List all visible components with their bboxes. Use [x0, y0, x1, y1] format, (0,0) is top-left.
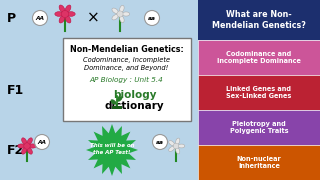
- Text: dictionary: dictionary: [105, 101, 164, 111]
- Bar: [111, 106, 122, 109]
- Ellipse shape: [22, 147, 27, 154]
- Ellipse shape: [110, 99, 116, 105]
- Bar: [198, 75, 320, 110]
- Circle shape: [173, 143, 179, 149]
- Text: AA: AA: [36, 15, 44, 21]
- Polygon shape: [86, 124, 138, 176]
- Text: P: P: [7, 12, 16, 24]
- Text: Non-nuclear
Inheritance: Non-nuclear Inheritance: [236, 156, 281, 169]
- Ellipse shape: [22, 138, 27, 145]
- Text: AP Biology : Unit 5.4: AP Biology : Unit 5.4: [90, 77, 164, 83]
- Ellipse shape: [18, 144, 25, 148]
- Bar: [198, 40, 320, 75]
- Ellipse shape: [27, 147, 32, 154]
- Circle shape: [35, 134, 50, 150]
- Circle shape: [33, 10, 47, 26]
- Ellipse shape: [116, 96, 123, 102]
- Ellipse shape: [120, 5, 124, 12]
- Text: What are Non-
Mendelian Genetics?: What are Non- Mendelian Genetics?: [212, 10, 306, 30]
- Text: Codominance and
Incomplete Dominance: Codominance and Incomplete Dominance: [217, 51, 301, 64]
- Circle shape: [153, 134, 167, 150]
- Circle shape: [145, 10, 159, 26]
- Ellipse shape: [176, 138, 180, 144]
- Circle shape: [117, 11, 123, 17]
- Text: Dominance, and Beyond!: Dominance, and Beyond!: [84, 65, 169, 71]
- Text: Codominance, Incomplete: Codominance, Incomplete: [83, 57, 170, 63]
- Text: F2: F2: [7, 143, 24, 156]
- Text: biology: biology: [113, 90, 156, 100]
- Ellipse shape: [112, 15, 118, 20]
- Text: AA: AA: [37, 140, 46, 145]
- Circle shape: [24, 143, 30, 149]
- Bar: [198, 145, 320, 180]
- Ellipse shape: [169, 147, 174, 151]
- Ellipse shape: [59, 15, 65, 23]
- Text: F1: F1: [7, 84, 24, 96]
- Bar: [0, 0, 198, 180]
- Bar: [198, 0, 320, 40]
- Ellipse shape: [67, 12, 75, 16]
- Text: aa: aa: [148, 15, 156, 21]
- Bar: [198, 110, 320, 145]
- Ellipse shape: [27, 138, 32, 145]
- Ellipse shape: [120, 16, 124, 23]
- Ellipse shape: [112, 8, 118, 14]
- Ellipse shape: [123, 12, 130, 16]
- Text: ×: ×: [87, 10, 100, 26]
- Ellipse shape: [65, 5, 71, 13]
- Ellipse shape: [65, 15, 71, 23]
- Text: Non-Mendelian Genetics:: Non-Mendelian Genetics:: [70, 44, 183, 53]
- Ellipse shape: [178, 144, 185, 148]
- Ellipse shape: [55, 12, 63, 16]
- FancyBboxPatch shape: [62, 37, 190, 120]
- Text: aa: aa: [156, 140, 164, 145]
- Ellipse shape: [176, 148, 180, 154]
- Text: This will be on
the AP Test!: This will be on the AP Test!: [90, 143, 134, 155]
- Ellipse shape: [59, 5, 65, 13]
- Text: Pleiotropy and
Polygenic Traits: Pleiotropy and Polygenic Traits: [230, 121, 288, 134]
- Ellipse shape: [169, 141, 174, 145]
- Circle shape: [61, 10, 68, 17]
- Ellipse shape: [29, 144, 36, 148]
- Text: Linked Genes and
Sex-Linked Genes: Linked Genes and Sex-Linked Genes: [226, 86, 292, 99]
